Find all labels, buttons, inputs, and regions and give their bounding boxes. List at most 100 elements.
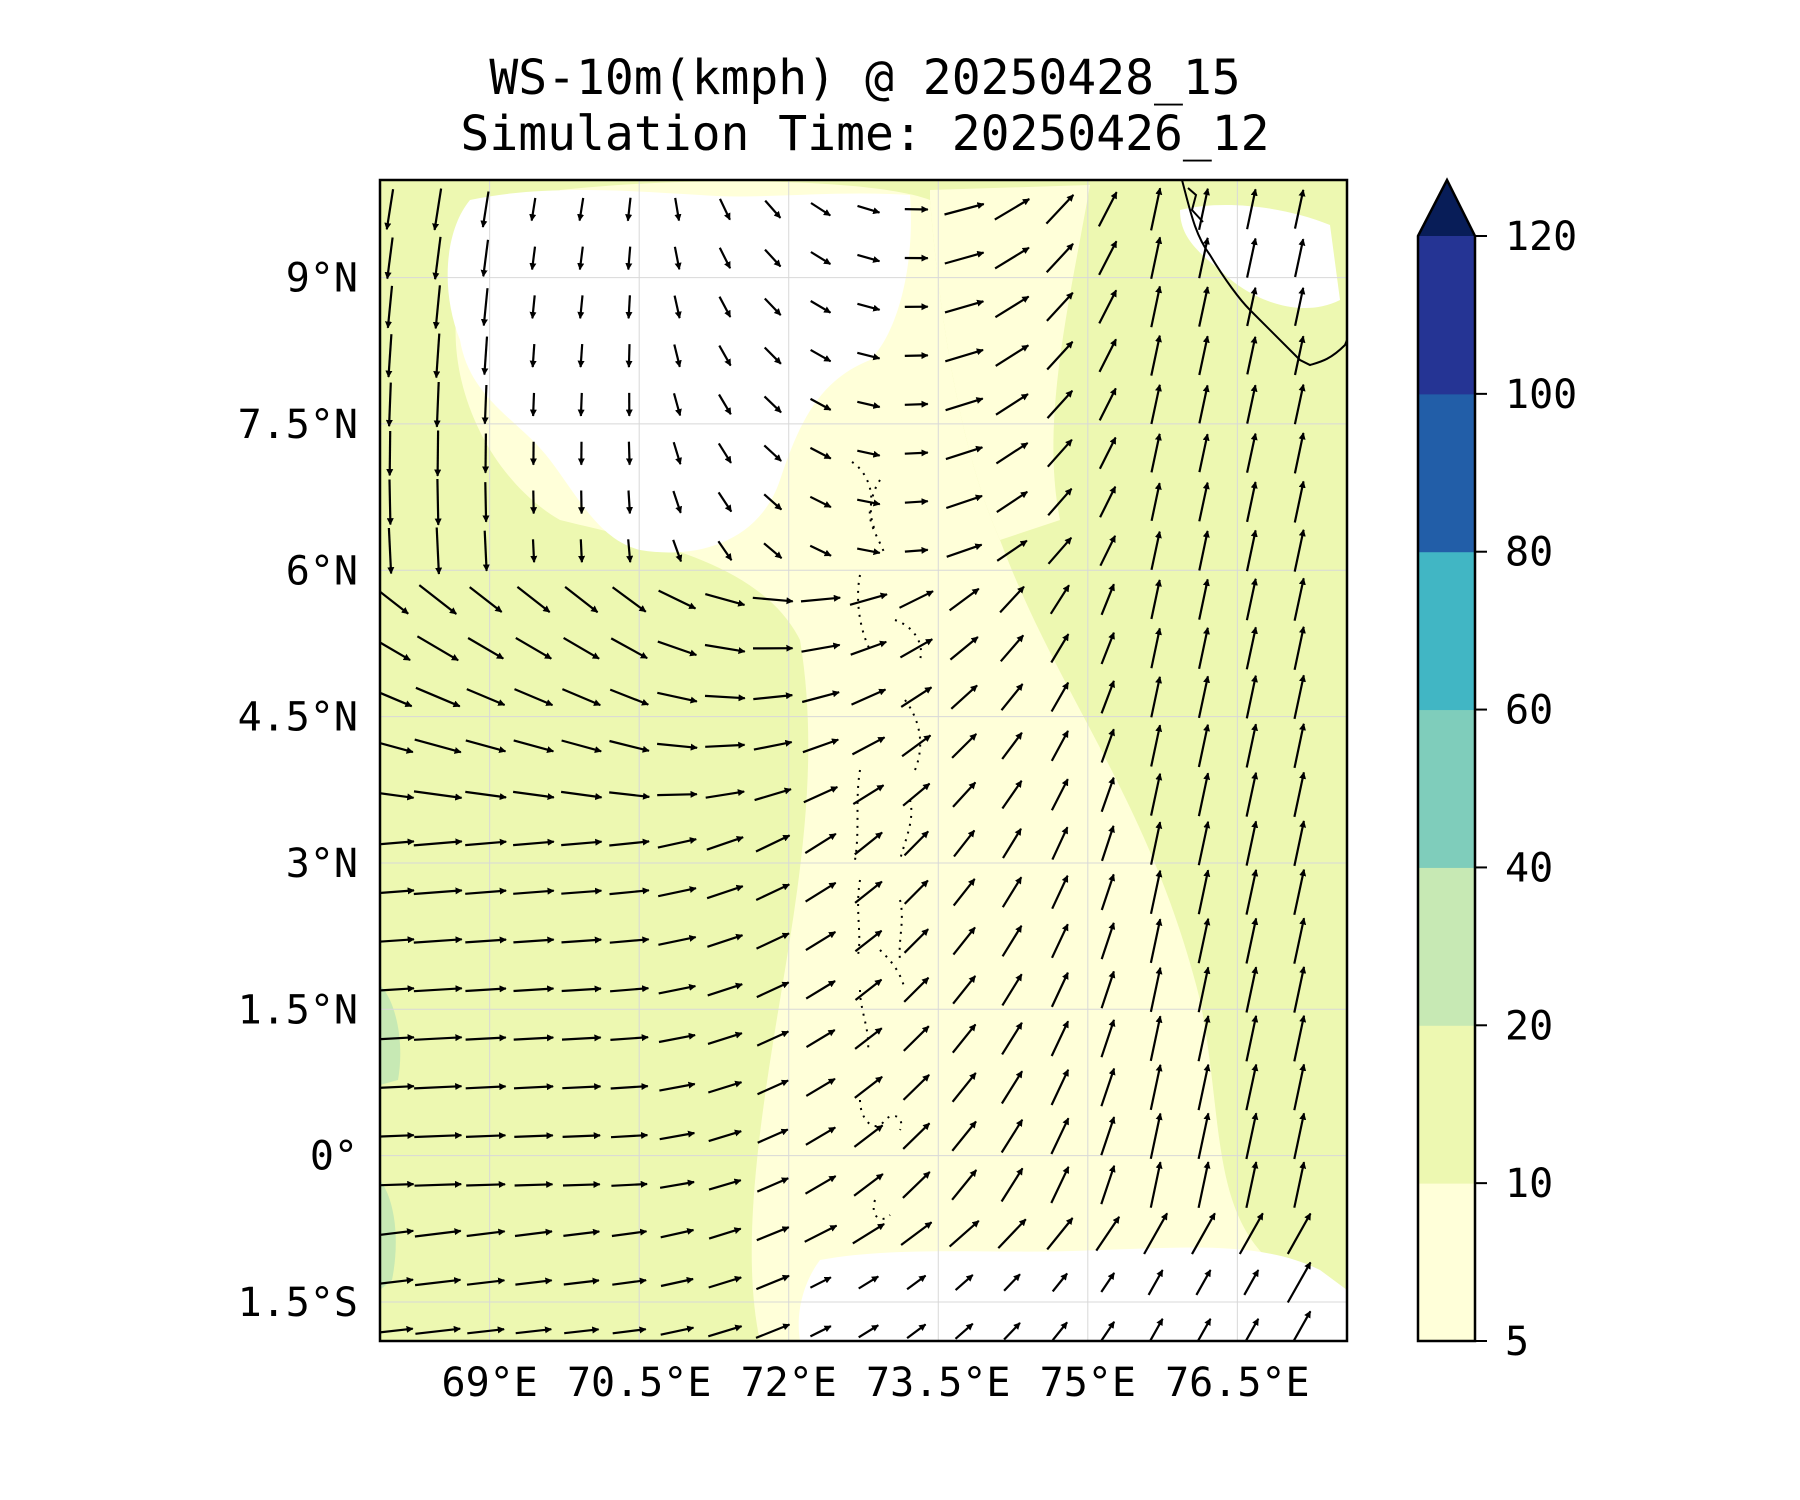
wind-arrow <box>659 1081 696 1092</box>
wind-arrow <box>660 1276 694 1288</box>
wind-arrow <box>609 688 649 706</box>
wind-arrow <box>707 1031 743 1045</box>
wind-arrow <box>612 1277 647 1286</box>
wind-arrow <box>1293 335 1306 376</box>
wind-arrow <box>802 738 839 754</box>
wind-arrow <box>625 246 633 271</box>
wind-arrow <box>1001 1022 1023 1055</box>
wind-arrow <box>707 1080 743 1094</box>
wind-arrow <box>1051 1321 1068 1341</box>
wind-arrow <box>1245 917 1259 964</box>
wind-arrow <box>1148 1318 1164 1341</box>
wind-arrow <box>434 478 442 526</box>
wind-arrow <box>857 302 881 312</box>
wind-arrow <box>380 936 415 944</box>
wind-arrow <box>481 336 489 376</box>
lat-tick-label: 3°N <box>286 841 358 887</box>
wind-arrow <box>707 982 743 997</box>
wind-arrow <box>1000 1167 1024 1203</box>
wind-arrow <box>672 539 683 563</box>
wind-arrow <box>999 585 1025 614</box>
wind-arrow <box>757 1128 789 1144</box>
wind-arrow <box>416 635 459 662</box>
wind-arrow <box>625 344 633 368</box>
wind-arrow <box>755 1323 791 1339</box>
wind-arrow <box>1293 577 1306 621</box>
wind-arrow <box>563 1228 600 1237</box>
wind-arrow <box>1245 675 1258 719</box>
wind-arrow <box>514 1180 554 1189</box>
wind-arrow <box>954 1274 974 1291</box>
wind-arrow <box>1150 530 1162 571</box>
lon-tick-label: 72°E <box>741 1360 837 1406</box>
wind-arrow <box>465 936 507 944</box>
wind-arrow <box>1293 1161 1307 1208</box>
lat-tick-label: 7.5°N <box>238 402 358 448</box>
wind-arrow <box>563 1277 600 1286</box>
wind-arrow <box>1150 773 1163 816</box>
wind-arrow <box>852 1222 885 1245</box>
wind-arrow <box>809 446 832 460</box>
wind-arrow <box>1244 1318 1260 1341</box>
wind-arrow <box>659 1179 695 1189</box>
wind-arrow <box>1197 1063 1211 1111</box>
wind-arrow <box>810 251 831 266</box>
wind-arrow <box>809 397 832 411</box>
wind-arrow <box>1001 876 1023 908</box>
wind-arrow <box>482 530 490 572</box>
wind-arrow <box>385 334 393 378</box>
wind-arrow <box>380 792 415 801</box>
wind-arrow <box>480 191 490 228</box>
wind-arrow <box>944 348 984 363</box>
wind-arrow <box>413 838 463 847</box>
wind-arrow <box>944 202 985 216</box>
wind-arrow <box>465 887 507 895</box>
wind-arrow <box>515 1326 552 1335</box>
wind-arrow <box>1293 966 1307 1013</box>
wind-arrow <box>432 236 442 280</box>
wind-arrow <box>805 1126 836 1146</box>
colorbar-tick-label: 100 <box>1505 372 1577 418</box>
wind-arrow <box>1095 1216 1121 1252</box>
wind-arrow <box>609 838 650 847</box>
wind-arrow <box>753 739 793 751</box>
wind-arrow <box>386 479 394 526</box>
wind-arrow <box>854 929 883 953</box>
wind-arrow <box>1243 1269 1260 1296</box>
wind-arrow <box>1246 384 1258 424</box>
wind-arrow <box>384 237 394 280</box>
wind-arrow <box>1098 240 1118 276</box>
wind-arrow <box>418 584 457 615</box>
wind-arrow <box>1292 1310 1312 1341</box>
wind-arrow <box>380 985 415 993</box>
wind-arrow <box>755 883 790 901</box>
wind-arrow <box>1197 1161 1211 1209</box>
wind-arrow <box>1197 772 1211 817</box>
wind-arrow <box>380 590 409 615</box>
wind-arrow <box>610 637 648 660</box>
wind-arrow <box>706 884 744 900</box>
wind-arrow <box>1245 529 1258 572</box>
wind-arrow <box>466 1228 506 1238</box>
wind-arrow <box>1100 776 1115 813</box>
wind-arrow <box>995 442 1029 465</box>
wind-arrow <box>1197 869 1211 915</box>
wind-arrow <box>1245 820 1259 866</box>
wind-arrow <box>900 1221 933 1246</box>
wind-arrow <box>1293 189 1306 229</box>
wind-arrow <box>626 539 634 563</box>
wind-arrow <box>414 1180 462 1188</box>
wind-arrow <box>1198 384 1210 424</box>
wind-arrow <box>674 197 682 222</box>
wind-arrow <box>717 491 733 513</box>
wind-arrow <box>718 345 732 367</box>
wind-arrow <box>764 248 782 268</box>
wind-arrow <box>1293 529 1306 572</box>
wind-arrow <box>800 594 841 603</box>
wind-arrow <box>658 934 697 946</box>
colorbar-frame <box>1416 177 1477 1343</box>
wind-arrow <box>708 1129 742 1143</box>
wind-arrow <box>380 838 415 846</box>
wind-arrow <box>810 348 832 363</box>
